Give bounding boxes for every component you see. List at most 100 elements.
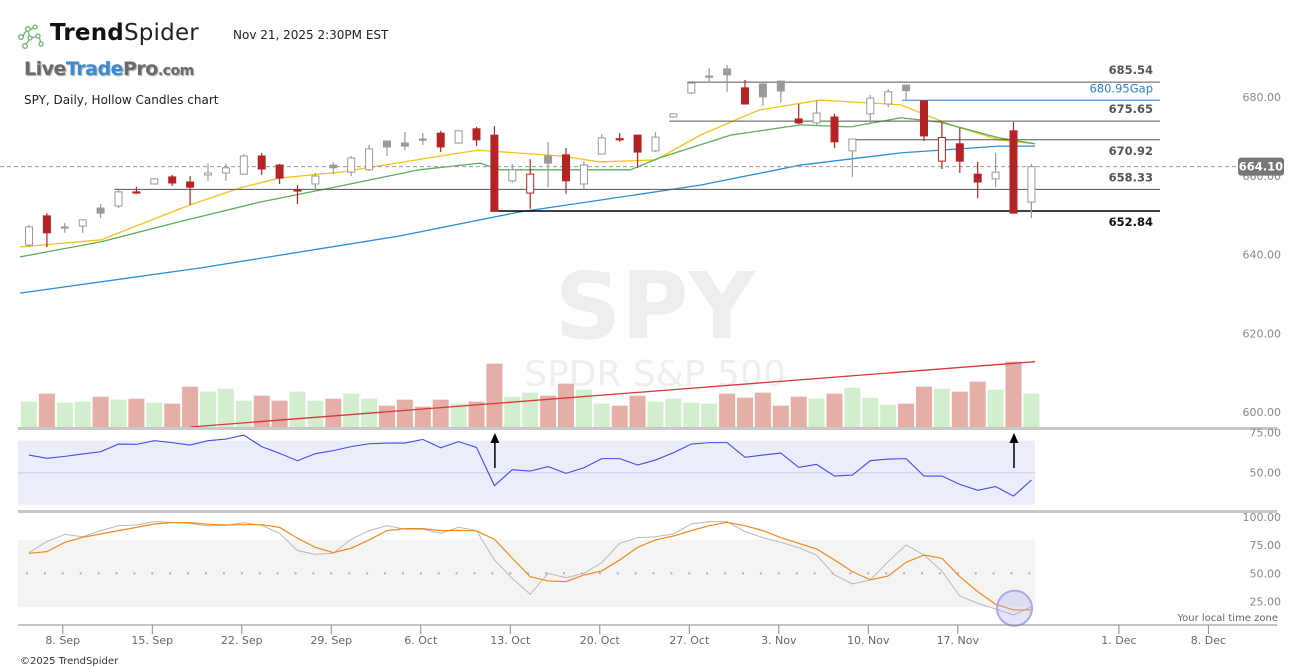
volume-bar: [772, 405, 789, 427]
stochastic-midline-dot: [205, 572, 207, 575]
candle-body: [168, 176, 177, 184]
candle: [1027, 163, 1036, 218]
stochastic-midline-dot: [616, 572, 619, 575]
volume-bar: [987, 389, 1004, 427]
stochastic-midline-dot: [849, 572, 852, 575]
level-price: 658.33: [1109, 170, 1153, 184]
candle: [400, 131, 409, 151]
volume-bar: [182, 386, 199, 427]
candle-body: [42, 215, 51, 234]
stochastic-midline-dot: [491, 572, 494, 575]
volume-bar: [289, 391, 306, 427]
volume-bar: [593, 403, 610, 427]
level-gap: 680.95Gap: [902, 81, 1160, 101]
signal-arrow-icon: [1009, 433, 1019, 468]
x-axis-label: 27. Oct: [669, 634, 710, 647]
stochastic-midline-dot: [115, 572, 118, 575]
candle-body: [884, 91, 893, 105]
stochastic-midline-dot: [956, 572, 959, 575]
x-axis-label: 8. Sep: [45, 634, 80, 647]
candle: [186, 176, 195, 205]
volume-bar: [933, 388, 950, 427]
level-label: 675.65: [1109, 102, 1153, 116]
candle-body: [866, 97, 875, 115]
candle-body: [400, 142, 409, 147]
candle: [204, 163, 212, 181]
candle-body: [472, 128, 481, 141]
volume-bar: [21, 401, 37, 427]
candle-body: [60, 226, 69, 229]
stochastic-midline-dot: [688, 572, 691, 575]
arrow-head: [490, 433, 500, 443]
stochastic-midline-dot: [384, 572, 386, 575]
candle: [132, 186, 141, 194]
level-resistance: 670.92: [848, 139, 1160, 158]
rsi-axis-label: 75.00: [1250, 427, 1282, 440]
candle: [365, 144, 374, 171]
volume-bar: [468, 401, 485, 427]
volume-bar: [128, 398, 145, 427]
candle-body: [920, 100, 928, 137]
level-label: 685.54: [1109, 63, 1153, 77]
stochastic-midline-dot: [759, 572, 762, 575]
stochastic-midline-dot: [813, 572, 816, 575]
candle-body: [239, 155, 248, 175]
candle-body: [490, 134, 499, 212]
candle-body: [776, 80, 785, 92]
candle-body: [723, 68, 732, 76]
candle: [812, 100, 821, 127]
candle: [472, 126, 481, 147]
stochastic-midline-dot: [133, 572, 136, 575]
candle-body: [562, 154, 570, 182]
stochastic-midline-dot: [330, 572, 333, 575]
volume-bar: [647, 401, 664, 427]
level-major-support: 652.84: [490, 210, 1160, 229]
candle-body: [1027, 166, 1036, 203]
volume-bar: [719, 393, 736, 427]
stochastic-midline-dot: [348, 572, 351, 575]
volume-bar: [200, 391, 216, 427]
candle: [955, 128, 964, 173]
volume-bar: [504, 396, 521, 427]
candle-body: [633, 134, 642, 153]
x-axis-label: 29. Sep: [310, 634, 352, 647]
candle-body: [311, 175, 320, 185]
volume-bar: [665, 398, 682, 427]
stochastic-midline-dot: [545, 572, 548, 575]
candle: [347, 156, 356, 177]
candle: [78, 219, 87, 233]
volume-bar: [701, 403, 718, 427]
candle: [991, 152, 1000, 188]
candle-body: [955, 143, 964, 162]
level-resistance: 675.65: [669, 102, 1160, 122]
volume-bar: [951, 391, 968, 427]
stochastic-midline-dot: [527, 572, 530, 575]
x-axis-label: 17. Nov: [937, 634, 980, 647]
stochastic-midline-dot: [151, 572, 154, 575]
level-price: 670.92: [1109, 144, 1153, 158]
candle-body: [705, 75, 714, 78]
candle-body: [669, 113, 678, 118]
stochastic-midline-dot: [652, 572, 655, 575]
candle-body: [436, 132, 445, 148]
candle-body: [615, 138, 624, 141]
x-axis-label: 3. Nov: [761, 634, 797, 647]
volume-bar: [862, 397, 879, 427]
sponsor-tld: .com: [157, 63, 194, 79]
candle-body: [741, 87, 749, 105]
volume-bar: [307, 400, 324, 427]
candle: [418, 133, 427, 145]
volume-bar: [683, 402, 700, 427]
rsi-axis-label: 50.00: [1250, 467, 1282, 480]
copyright: ©2025 TrendSpider: [20, 656, 119, 667]
candle: [615, 133, 624, 142]
stochastic-midline-dot: [258, 572, 261, 575]
stochastic-axis-label: 75.00: [1250, 539, 1282, 552]
stochastic-axis-label: 25.00: [1250, 595, 1282, 608]
candle-body: [758, 83, 767, 98]
panel-divider-stochastic: [18, 510, 1277, 513]
volume-bar: [271, 400, 288, 427]
candle: [329, 161, 338, 175]
x-axis-label: 15. Sep: [131, 634, 173, 647]
